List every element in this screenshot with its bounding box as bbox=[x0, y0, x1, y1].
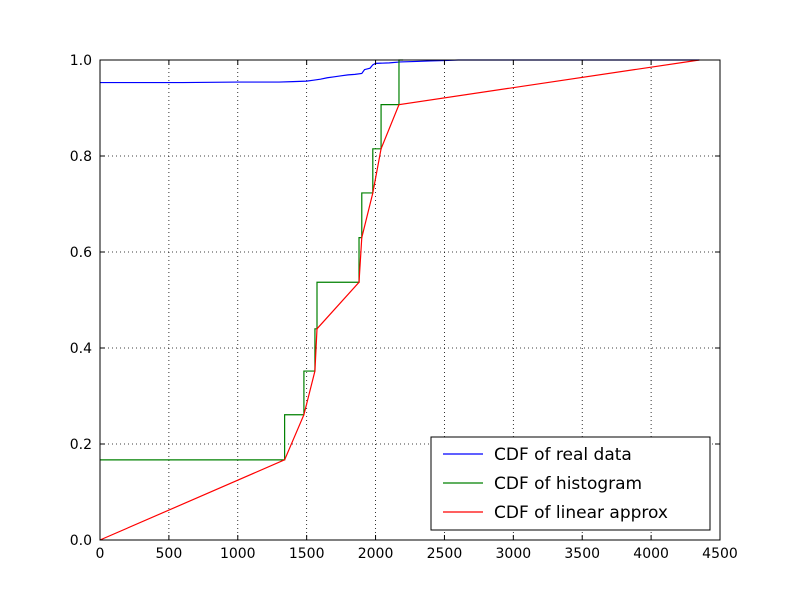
y-tick-labels: 0.0 0.2 0.4 0.6 0.8 1.0 bbox=[70, 53, 92, 549]
x-tick-label: 1500 bbox=[289, 546, 325, 562]
y-tick-label: 0.4 bbox=[70, 341, 92, 357]
x-tick-label: 3000 bbox=[496, 546, 532, 562]
axis-ticks bbox=[99, 59, 721, 541]
y-tick-label: 0.8 bbox=[70, 149, 92, 165]
series-line-histogram bbox=[100, 59, 404, 461]
series-lines bbox=[99, 59, 700, 541]
y-tick-label: 0.0 bbox=[70, 533, 92, 549]
series-line-linear-approx bbox=[99, 59, 700, 541]
x-tick-label: 1000 bbox=[220, 546, 256, 562]
plot-frame bbox=[99, 59, 721, 541]
x-tick-label: 4500 bbox=[702, 546, 738, 562]
x-tick-label: 3500 bbox=[564, 546, 600, 562]
legend-label-real: CDF of real data bbox=[494, 445, 632, 465]
x-tick-label: 500 bbox=[156, 546, 183, 562]
legend-label-histogram: CDF of histogram bbox=[494, 474, 642, 494]
series-line-real-data bbox=[100, 59, 700, 84]
y-tick-label: 0.6 bbox=[70, 245, 92, 261]
legend: CDF of real data CDF of histogram CDF of… bbox=[430, 436, 711, 531]
y-tick-label: 1.0 bbox=[70, 53, 92, 69]
x-tick-label: 4000 bbox=[633, 546, 669, 562]
x-tick-label: 2500 bbox=[427, 546, 463, 562]
x-tick-label: 2000 bbox=[358, 546, 394, 562]
y-tick-label: 0.2 bbox=[70, 437, 92, 453]
legend-label-linear: CDF of linear approx bbox=[494, 503, 668, 523]
x-tick-label: 0 bbox=[96, 546, 105, 562]
x-tick-labels: 0 500 1000 1500 2000 2500 3000 3500 4000 4500 bbox=[96, 546, 738, 562]
